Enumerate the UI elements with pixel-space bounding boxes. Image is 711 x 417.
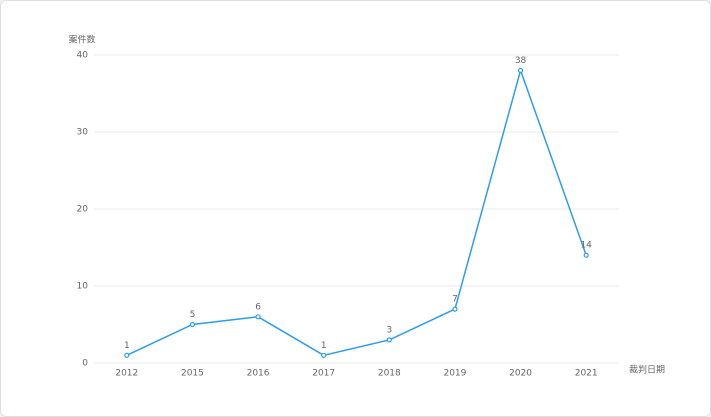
data-point xyxy=(517,67,524,74)
data-label: 1 xyxy=(321,341,327,351)
data-point xyxy=(189,321,196,328)
x-tick-label: 2015 xyxy=(181,369,204,379)
data-point xyxy=(124,352,130,358)
data-point xyxy=(583,252,589,258)
data-point xyxy=(321,352,327,358)
data-point xyxy=(452,306,458,312)
data-line xyxy=(126,67,587,357)
data-label: 5 xyxy=(190,310,196,320)
x-tick-label: 2018 xyxy=(378,369,401,379)
data-point xyxy=(255,314,261,320)
x-tick-label: 2020 xyxy=(509,369,532,379)
y-axis-label: 案件数 xyxy=(68,34,95,46)
y-tick-label: 0 xyxy=(82,359,88,369)
y-tick-label: 10 xyxy=(77,282,89,292)
x-axis-label: 裁判日期 xyxy=(629,364,665,376)
data-label: 38 xyxy=(515,56,527,66)
y-tick-label: 30 xyxy=(77,128,89,138)
x-tick-label: 2017 xyxy=(312,369,335,379)
data-label: 6 xyxy=(255,302,261,312)
data-label: 3 xyxy=(386,325,392,335)
x-tick-label: 2012 xyxy=(115,369,138,379)
x-tick-label: 2016 xyxy=(247,369,270,379)
data-label: 14 xyxy=(580,241,592,251)
data-point xyxy=(386,337,392,343)
y-tick-label: 40 xyxy=(77,51,89,61)
data-label: 7 xyxy=(452,295,458,305)
data-label: 1 xyxy=(124,341,130,351)
x-tick-label: 2021 xyxy=(575,369,598,379)
y-tick-label: 20 xyxy=(77,205,89,215)
x-tick-label: 2019 xyxy=(443,369,466,379)
